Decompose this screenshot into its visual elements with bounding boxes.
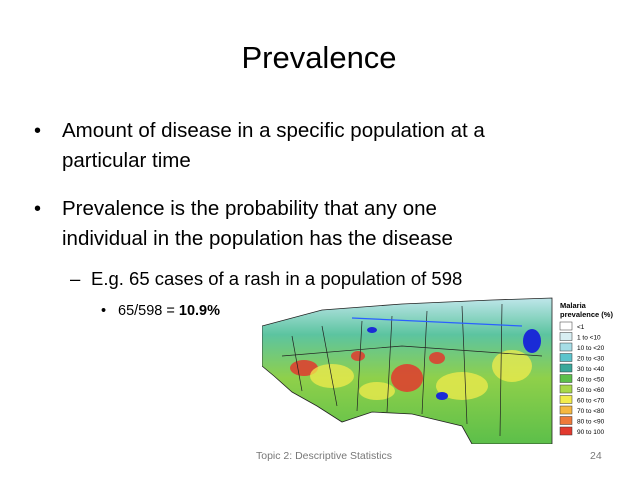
- legend-label: 10 to <20: [577, 345, 605, 352]
- legend-title: prevalence (%): [560, 310, 613, 319]
- bullet-marker: •: [34, 198, 42, 220]
- malaria-map: [262, 296, 553, 444]
- footer-page: 24: [590, 450, 602, 462]
- water-bodies: [367, 327, 541, 400]
- legend-label: 80 to <90: [577, 419, 605, 426]
- legend-swatch: [559, 395, 573, 404]
- legend-swatch: [559, 384, 573, 394]
- sub-sub-bullet: 65/598 = 10.9%: [118, 303, 220, 319]
- sub-bullet-marker: –: [70, 268, 81, 289]
- legend-swatch: [559, 416, 573, 425]
- sub-bullet-text: E.g. 65 cases of a rash in a population …: [91, 268, 463, 289]
- sub-sub-bullet-marker: •: [101, 303, 107, 319]
- legend-label: 90 to 100: [577, 429, 604, 436]
- legend-label: 40 to <50: [577, 377, 605, 384]
- sub-sub-bold: 10.9%: [178, 303, 220, 319]
- river: [351, 317, 523, 327]
- legend-label: 50 to <60: [577, 387, 605, 394]
- legend-label: 70 to <80: [577, 408, 605, 415]
- bullet-text: particular time: [62, 149, 191, 172]
- legend-swatch: [559, 342, 573, 352]
- legend-label: <1: [577, 324, 585, 331]
- bullet-text: Amount of disease in a specific populati…: [62, 119, 485, 142]
- bullet-text: individual in the population has the dis…: [62, 227, 453, 250]
- legend-swatch: [559, 363, 573, 373]
- legend-swatch: [559, 426, 573, 436]
- bullet-marker: •: [34, 120, 42, 142]
- legend-label: 30 to <40: [577, 366, 605, 373]
- legend-label: 1 to <10: [577, 335, 601, 342]
- legend-swatch: [559, 332, 573, 341]
- legend-label: 60 to <70: [577, 398, 605, 405]
- bullet-text: Prevalence is the probability that any o…: [62, 197, 437, 220]
- legend-title: Malaria: [560, 301, 587, 310]
- legend-swatch: [559, 321, 573, 331]
- slide-title: Prevalence: [241, 40, 397, 75]
- legend-label: 20 to <30: [577, 356, 605, 363]
- borders: [281, 303, 543, 437]
- legend-swatch: [559, 374, 573, 383]
- sub-sub-text: 65/598 =: [118, 303, 179, 319]
- footer-topic: Topic 2: Descriptive Statistics: [256, 450, 392, 462]
- legend-swatch: [559, 353, 573, 362]
- legend-swatch: [559, 405, 573, 415]
- mid-areas: [310, 350, 532, 400]
